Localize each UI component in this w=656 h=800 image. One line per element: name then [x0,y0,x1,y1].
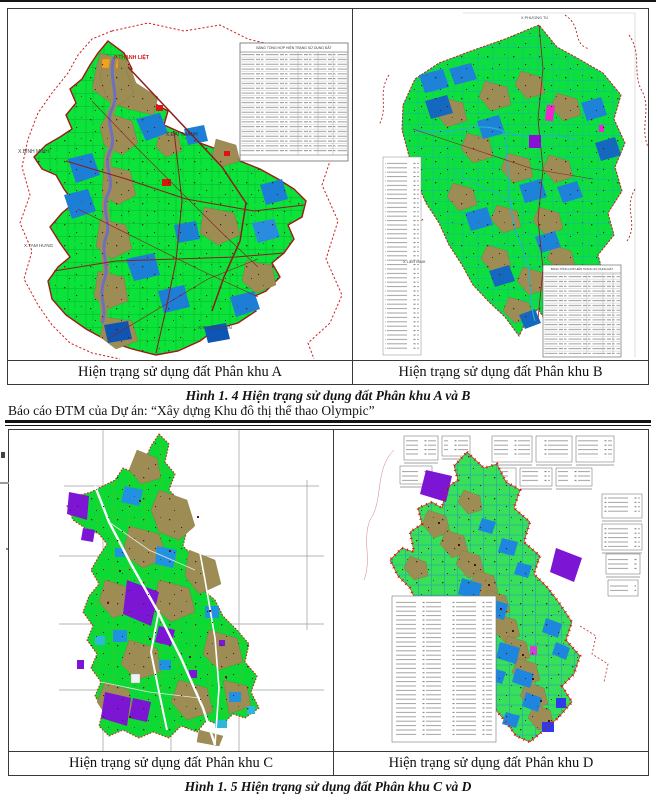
map-phan-khu-d [363,435,643,744]
figure-1-4-divider [352,9,353,360]
map-phan-khu-b: BẢNG TỔNG HỢP HIỆN TRẠNG SỬ DỤNG ĐẤT X.P… [378,12,648,358]
label-binh-minh: X.BÌNH MINH [18,148,49,155]
caption-phan-khu-b: Hiện trạng sử dụng đất Phân khu B [352,361,648,384]
label-thuong-tin: X.THƯỜNG TÍN [198,324,232,330]
map-d-boundary-square-dots [388,450,582,744]
map-c-specks-and-marks [67,434,259,738]
map-b-landuse-table: BẢNG TỔNG HỢP HIỆN TRẠNG SỬ DỤNG ĐẤT [542,264,622,358]
figure-1-5-caption: Hình 1. 5 Hiện trạng sử dụng đất Phân kh… [184,779,472,794]
figure-1-4-caption: Hình 1. 4 Hiện trạng sử dụng đất Phân kh… [185,388,471,403]
map-a-landuse-table: BẢNG TỔNG HỢP HIỆN TRẠNG SỬ DỤNG ĐẤT [239,42,349,162]
label-tam-hung: X.TAM HƯNG [24,243,54,248]
map-d-legend [391,595,497,743]
stray-mark-3 [6,548,8,550]
report-header: Báo cáo ĐTM của Dự án: “Xây dựng Khu đô … [8,403,375,418]
label-thanh-liet: P.THANH LIỆT [114,53,150,61]
caption-phan-khu-a: Hiện trạng sử dụng đất Phân khu A [78,364,282,380]
page-top-rule [0,0,656,2]
map-a-table-title: BẢNG TỔNG HỢP HIỆN TRẠNG SỬ DỤNG ĐẤT [256,45,331,50]
map-phan-khu-c [59,430,324,751]
map-a-specks-texture [34,41,306,355]
label-lien-ninh: X.LIÊN NINH [403,259,426,264]
caption-phan-khu-c: Hiện trạng sử dụng đất Phân khu C [69,755,273,771]
map-a-place-labels: P.THANH LIỆT X.ĐẠI THANH X.BÌNH MINH X.T… [18,53,232,330]
caption-phan-khu-d: Hiện trạng sử dụng đất Phân khu D [333,752,648,775]
stray-mark-2 [0,482,9,484]
map-b-legend [382,156,422,356]
label-dai-thanh: X.ĐẠI THANH [166,132,198,138]
map-d-admin-boundary-dashed [363,449,609,683]
map-b-table-title: BẢNG TỔNG HỢP HIỆN TRẠNG SỬ DỤNG ĐẤT [551,266,613,271]
map-b-specks-texture [402,25,625,336]
map-b-place-labels: X.PHƯƠNG TÚ X.LIÊN NINH [403,15,548,264]
figure-1-4-caption-row: Hiện trạng sử dụng đất Phân khu A Hiện t… [8,360,648,384]
map-b-sheet-frame [463,12,636,357]
stray-mark-1 [1,452,5,458]
map-phan-khu-a: BẢNG TỔNG HỢP HIỆN TRẠNG SỬ DỤNG ĐẤT P.T… [18,22,349,360]
figure-1-5-divider [333,430,334,752]
header-thick-rule [5,420,651,423]
header-thin-rule [5,425,651,426]
figure-1-5-caption-row: Hiện trạng sử dụng đất Phân khu C Hiện t… [9,751,648,775]
label-phuong-tu: X.PHƯƠNG TÚ [521,15,548,20]
